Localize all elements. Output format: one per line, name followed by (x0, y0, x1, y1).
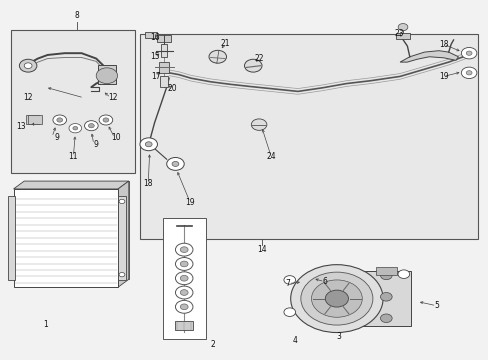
Bar (175, 321, 193, 330)
Circle shape (84, 121, 98, 131)
Circle shape (397, 23, 407, 31)
Bar (157, 35, 171, 42)
Circle shape (290, 265, 382, 333)
Text: 19: 19 (185, 198, 194, 207)
Circle shape (300, 272, 372, 325)
Circle shape (119, 273, 124, 277)
Circle shape (180, 304, 188, 310)
Circle shape (99, 115, 113, 125)
Text: 9: 9 (94, 140, 99, 149)
Bar (8, 196, 15, 280)
Circle shape (145, 142, 152, 147)
Bar (14, 189, 118, 287)
Text: 2: 2 (210, 340, 215, 349)
Text: 22: 22 (254, 54, 264, 63)
Text: 21: 21 (220, 39, 229, 48)
Circle shape (284, 276, 295, 284)
Text: 18: 18 (438, 40, 447, 49)
Circle shape (460, 48, 476, 59)
Circle shape (53, 115, 66, 125)
Circle shape (175, 272, 193, 285)
Circle shape (251, 119, 266, 130)
Bar (140, 33, 477, 239)
Circle shape (119, 199, 124, 203)
Circle shape (380, 293, 391, 301)
Circle shape (20, 59, 37, 72)
Text: 15: 15 (149, 52, 159, 61)
Text: 18: 18 (143, 179, 153, 188)
Circle shape (96, 68, 117, 84)
Circle shape (69, 123, 81, 133)
Polygon shape (24, 181, 128, 279)
Circle shape (465, 71, 471, 75)
Circle shape (73, 126, 78, 130)
Bar (163, 217, 205, 339)
Circle shape (460, 67, 476, 78)
Text: 12: 12 (23, 93, 33, 102)
Text: 12: 12 (108, 93, 118, 102)
Text: 7: 7 (285, 279, 290, 288)
Polygon shape (118, 181, 128, 287)
Bar (362, 271, 410, 327)
Circle shape (284, 308, 295, 316)
Text: 11: 11 (68, 152, 78, 161)
Circle shape (180, 290, 188, 296)
Bar (375, 267, 396, 275)
Text: 4: 4 (292, 336, 297, 345)
Circle shape (244, 59, 262, 72)
Bar (98, 64, 116, 84)
Circle shape (88, 123, 94, 128)
Bar (395, 33, 409, 39)
Polygon shape (14, 181, 128, 189)
Text: 13: 13 (16, 122, 25, 131)
Circle shape (172, 161, 179, 166)
Circle shape (175, 286, 193, 299)
Bar (159, 62, 169, 73)
Text: 24: 24 (266, 152, 276, 161)
Text: 9: 9 (55, 132, 60, 141)
Circle shape (311, 280, 362, 317)
Text: 3: 3 (336, 332, 341, 341)
Text: 20: 20 (167, 84, 177, 93)
Circle shape (166, 157, 184, 170)
Text: 5: 5 (433, 301, 438, 310)
Text: 10: 10 (111, 133, 120, 142)
Text: 17: 17 (151, 72, 161, 81)
Text: 1: 1 (42, 320, 47, 329)
Circle shape (103, 118, 109, 122)
Circle shape (397, 270, 409, 278)
Polygon shape (399, 51, 458, 62)
Circle shape (24, 63, 32, 68)
Circle shape (380, 314, 391, 323)
Bar (161, 44, 167, 57)
Circle shape (175, 257, 193, 270)
Circle shape (175, 243, 193, 256)
Circle shape (325, 290, 348, 307)
Text: 19: 19 (438, 72, 448, 81)
Bar (26, 115, 39, 123)
Text: 23: 23 (393, 29, 403, 38)
Text: 16: 16 (149, 33, 159, 42)
Text: 14: 14 (256, 245, 266, 254)
Circle shape (208, 50, 226, 63)
Circle shape (140, 138, 157, 151)
Bar (118, 196, 125, 280)
Bar (11, 30, 135, 173)
Circle shape (180, 247, 188, 252)
Bar (160, 76, 168, 87)
Bar (145, 32, 157, 38)
Text: 8: 8 (74, 11, 79, 20)
Circle shape (180, 275, 188, 281)
Text: 6: 6 (322, 277, 326, 286)
Bar (28, 115, 41, 123)
Circle shape (380, 271, 391, 280)
Circle shape (180, 261, 188, 267)
Circle shape (465, 51, 471, 55)
Circle shape (57, 118, 62, 122)
Circle shape (175, 300, 193, 313)
